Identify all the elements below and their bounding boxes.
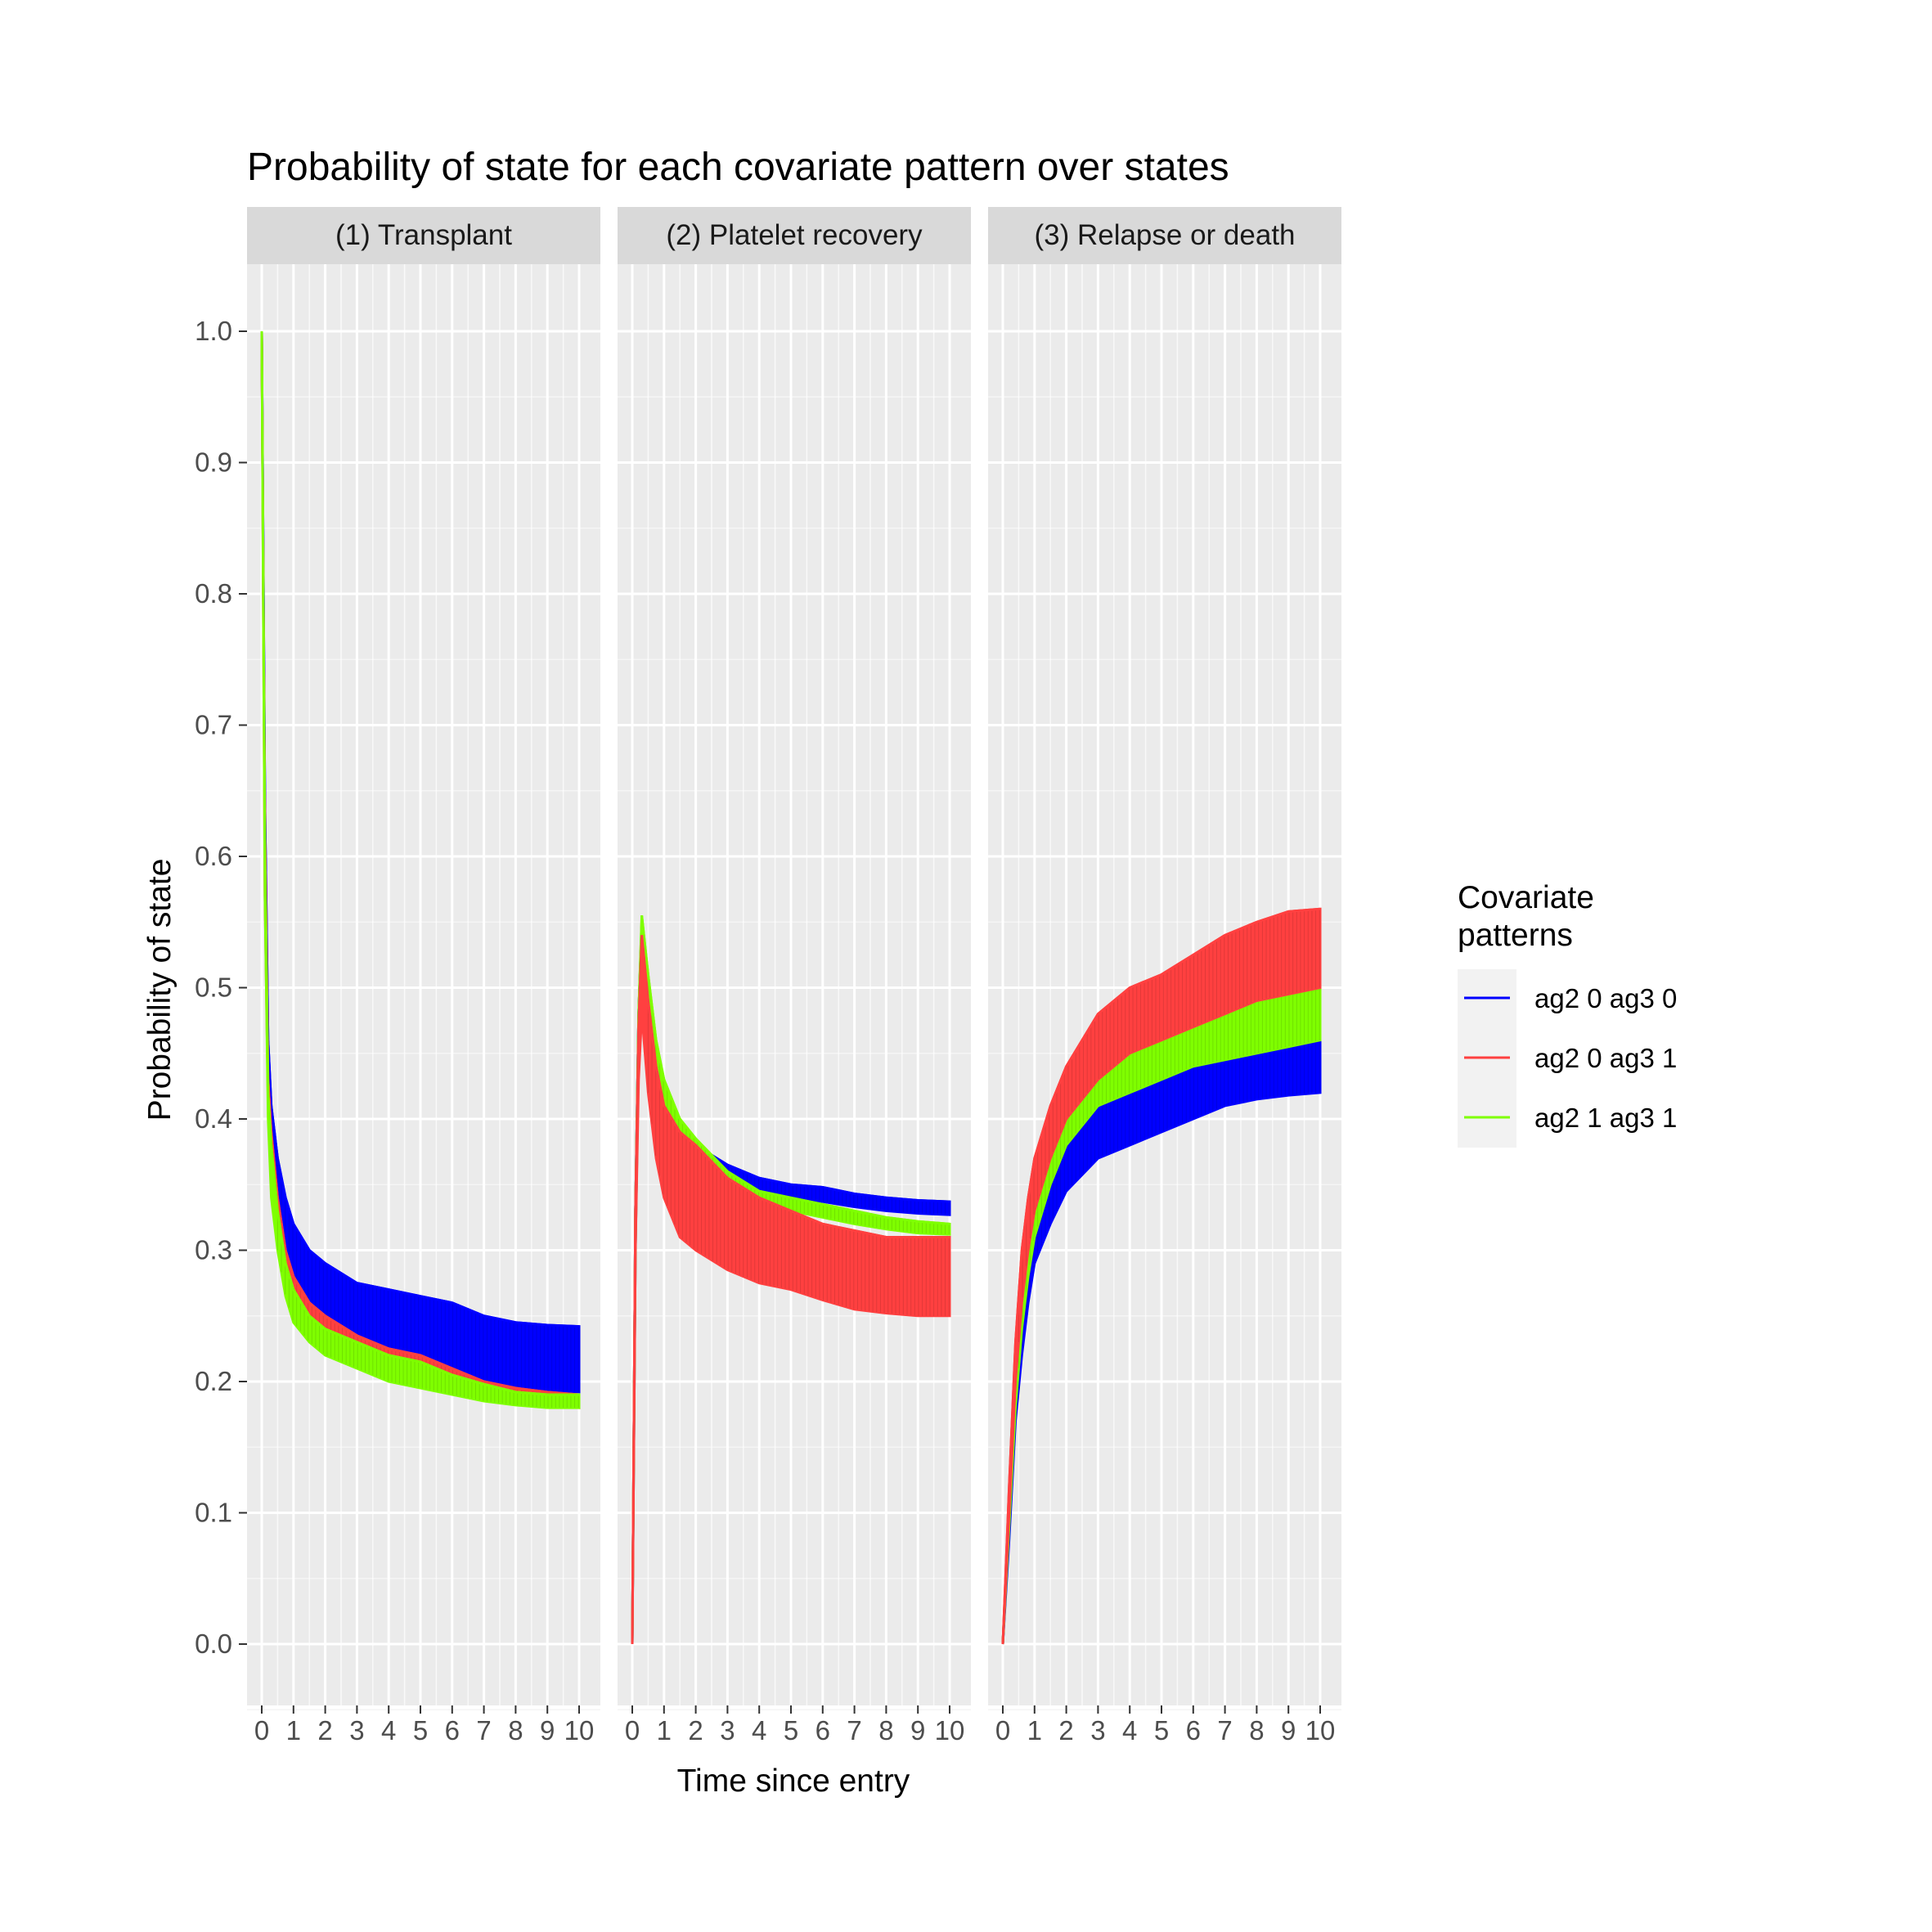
y-tick-label: 0.0: [195, 1629, 232, 1659]
legend-title: Covariate: [1458, 880, 1594, 915]
y-tick-label: 0.9: [195, 447, 232, 478]
legend-label: ag2 0 ag3 1: [1534, 1043, 1677, 1073]
x-tick-label: 7: [847, 1715, 861, 1746]
series-hatch: [276, 1211, 579, 1409]
y-tick-label: 0.7: [195, 710, 232, 740]
x-tick-label: 3: [1090, 1715, 1105, 1746]
chart-title: Probability of state for each covariate …: [247, 146, 1229, 189]
series-hatch: [1018, 909, 1320, 1342]
y-tick-label: 0.1: [195, 1498, 232, 1528]
y-tick-label: 0.3: [195, 1235, 232, 1265]
x-axes: 0 1 2 3 4 5 6 7 8 9 10 0 1 2 3 4 5 6 7 8 9 10 0 1 2 3 4 5 6 7 8 9 10: [254, 1705, 1336, 1746]
y-tick-label: 0.6: [195, 841, 232, 871]
x-axis-panel-2: 0 1 2 3 4 5 6 7 8 9 10: [625, 1705, 965, 1746]
x-tick-label: 9: [910, 1715, 925, 1746]
panel-3: (3) Relapse or death: [988, 207, 1341, 1710]
panel-strip: [247, 207, 600, 264]
panel-background: [247, 264, 600, 1705]
panels: (1) Transplant (2) Platelet recovery (3) R…: [247, 207, 1341, 1710]
y-tick-label: 1.0: [195, 316, 232, 346]
panel-background: [618, 264, 971, 1705]
x-tick-label: 1: [1027, 1715, 1042, 1746]
series-line-ag2-0-ag3-1: [1001, 907, 1321, 1645]
x-tick-label: 5: [413, 1715, 428, 1746]
panel-strip: [988, 207, 1341, 264]
series-line-ag2-0-ag3-1: [631, 935, 950, 1645]
x-tick-label: 9: [1281, 1715, 1296, 1746]
legend-label: ag2 1 ag3 1: [1534, 1103, 1677, 1133]
x-tick-label: 7: [476, 1715, 491, 1746]
x-tick-label: 3: [349, 1715, 364, 1746]
x-tick-label: 2: [317, 1715, 332, 1746]
x-tick-label: 10: [935, 1715, 965, 1746]
x-tick-label: 8: [508, 1715, 523, 1746]
series-hatch: [647, 1000, 950, 1316]
x-tick-label: 9: [540, 1715, 555, 1746]
x-tick-label: 6: [815, 1715, 830, 1746]
x-axis-title: Time since entry: [677, 1764, 910, 1799]
x-tick-label: 7: [1217, 1715, 1232, 1746]
y-tick-label: 0.2: [195, 1366, 232, 1396]
x-axis-panel-1: 0 1 2 3 4 5 6 7 8 9 10: [254, 1705, 595, 1746]
x-axis-panel-3: 0 1 2 3 4 5 6 7 8 9 10: [995, 1705, 1336, 1746]
panel-strip-label: (1) Transplant: [335, 219, 512, 251]
x-tick-label: 10: [564, 1715, 595, 1746]
x-tick-label: 4: [752, 1715, 766, 1746]
x-tick-label: 0: [254, 1715, 269, 1746]
series-line-ag2-1-ag3-1: [260, 330, 579, 1396]
x-tick-label: 2: [688, 1715, 703, 1746]
x-tick-label: 5: [784, 1715, 798, 1746]
panel-strip-label: (2) Platelet recovery: [666, 219, 923, 251]
y-axis-title: Probability of state: [142, 859, 177, 1121]
x-tick-label: 5: [1154, 1715, 1169, 1746]
y-tick-label: 0.4: [195, 1103, 232, 1134]
x-tick-label: 0: [625, 1715, 640, 1746]
x-tick-label: 0: [995, 1715, 1010, 1746]
panel-strip-label: (3) Relapse or death: [1034, 219, 1295, 251]
panel-2: (2) Platelet recovery: [618, 207, 971, 1710]
panel-1: (1) Transplant: [247, 207, 600, 1710]
x-tick-label: 4: [1122, 1715, 1137, 1746]
x-tick-label: 6: [1186, 1715, 1201, 1746]
legend-title: patterns: [1458, 918, 1573, 953]
y-axis: 0.0 0.1 0.2 0.3 0.4 0.5 0.6 0.7 0.8 0.9 1.0: [195, 316, 247, 1659]
x-tick-label: 4: [381, 1715, 396, 1746]
y-tick-label: 0.8: [195, 578, 232, 609]
x-tick-label: 6: [445, 1715, 460, 1746]
x-tick-label: 1: [286, 1715, 301, 1746]
x-tick-label: 10: [1305, 1715, 1336, 1746]
x-tick-label: 8: [1249, 1715, 1264, 1746]
x-tick-label: 2: [1058, 1715, 1073, 1746]
y-tick-label: 0.5: [195, 973, 232, 1003]
x-tick-label: 1: [657, 1715, 672, 1746]
x-tick-label: 8: [878, 1715, 893, 1746]
x-tick-label: 3: [720, 1715, 735, 1746]
legend-label: ag2 0 ag3 0: [1534, 983, 1677, 1013]
panel-strip: [618, 207, 971, 264]
